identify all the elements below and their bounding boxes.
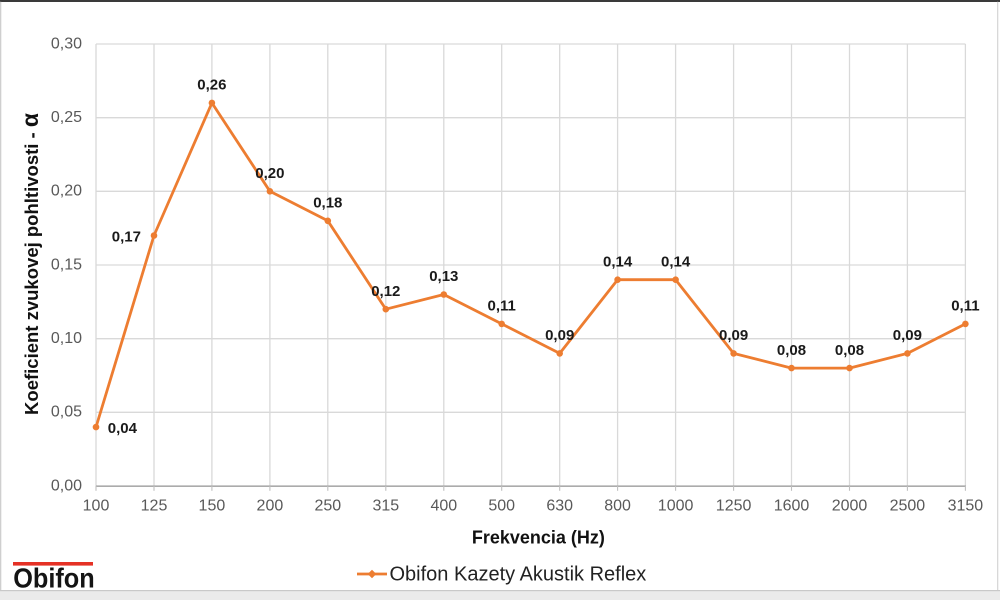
svg-text:0,08: 0,08 bbox=[835, 342, 864, 359]
svg-text:Frekvencia (Hz): Frekvencia (Hz) bbox=[472, 528, 605, 548]
svg-text:400: 400 bbox=[430, 498, 457, 515]
svg-text:800: 800 bbox=[604, 498, 631, 515]
svg-text:0,25: 0,25 bbox=[51, 109, 82, 126]
svg-text:0,08: 0,08 bbox=[777, 342, 806, 359]
svg-text:0,11: 0,11 bbox=[951, 298, 979, 315]
svg-text:1600: 1600 bbox=[774, 498, 810, 515]
svg-text:0,11: 0,11 bbox=[488, 298, 516, 315]
svg-text:315: 315 bbox=[372, 498, 399, 515]
svg-text:0,20: 0,20 bbox=[51, 183, 82, 200]
svg-text:0,09: 0,09 bbox=[545, 327, 574, 344]
svg-text:0,26: 0,26 bbox=[197, 77, 226, 94]
svg-text:150: 150 bbox=[199, 498, 226, 515]
svg-text:100: 100 bbox=[83, 498, 110, 515]
svg-text:2000: 2000 bbox=[832, 498, 868, 515]
svg-text:Obifon: Obifon bbox=[13, 563, 95, 594]
svg-text:0,00: 0,00 bbox=[51, 477, 82, 494]
svg-text:2500: 2500 bbox=[890, 498, 926, 515]
svg-text:0,18: 0,18 bbox=[313, 195, 342, 212]
svg-text:250: 250 bbox=[314, 498, 341, 515]
svg-text:0,13: 0,13 bbox=[429, 268, 458, 285]
svg-text:0,30: 0,30 bbox=[51, 35, 82, 52]
svg-text:500: 500 bbox=[488, 498, 515, 515]
svg-text:630: 630 bbox=[546, 498, 573, 515]
svg-text:3150: 3150 bbox=[948, 498, 984, 515]
svg-text:0,14: 0,14 bbox=[661, 253, 691, 270]
svg-text:125: 125 bbox=[141, 498, 168, 515]
svg-text:0,09: 0,09 bbox=[719, 327, 748, 344]
svg-text:0,05: 0,05 bbox=[51, 404, 82, 421]
svg-text:0,04: 0,04 bbox=[108, 420, 138, 437]
svg-text:200: 200 bbox=[257, 498, 284, 515]
svg-text:0,12: 0,12 bbox=[371, 283, 400, 300]
svg-text:Obifon Kazety Akustik Reflex: Obifon Kazety Akustik Reflex bbox=[390, 564, 647, 586]
svg-text:0,10: 0,10 bbox=[51, 330, 82, 347]
svg-text:1250: 1250 bbox=[716, 498, 752, 515]
svg-text:0,14: 0,14 bbox=[603, 253, 633, 270]
svg-text:0,15: 0,15 bbox=[51, 256, 82, 273]
svg-text:0,09: 0,09 bbox=[893, 327, 922, 344]
svg-text:Koeficient zvukovej pohltivost: Koeficient zvukovej pohltivosti - α bbox=[17, 113, 43, 415]
svg-text:0,20: 0,20 bbox=[255, 165, 284, 182]
svg-text:1000: 1000 bbox=[658, 498, 694, 515]
svg-text:0,17: 0,17 bbox=[112, 228, 141, 245]
